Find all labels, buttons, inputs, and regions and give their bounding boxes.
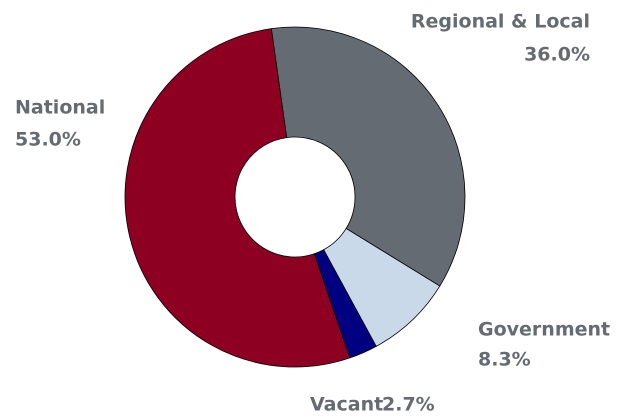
slice-label: Regional & Local xyxy=(411,11,590,33)
slice-value-label: 2.7% xyxy=(382,394,435,416)
slice-value-label: 53.0% xyxy=(15,129,81,151)
slice-label: National xyxy=(15,97,105,119)
donut-slice xyxy=(270,26,466,287)
slice-value-label: 36.0% xyxy=(524,44,590,66)
donut-slice xyxy=(124,28,351,368)
slice-value-label: 8.3% xyxy=(478,349,531,371)
slice-label: Government xyxy=(478,319,610,341)
slice-label: Vacant xyxy=(310,394,383,416)
